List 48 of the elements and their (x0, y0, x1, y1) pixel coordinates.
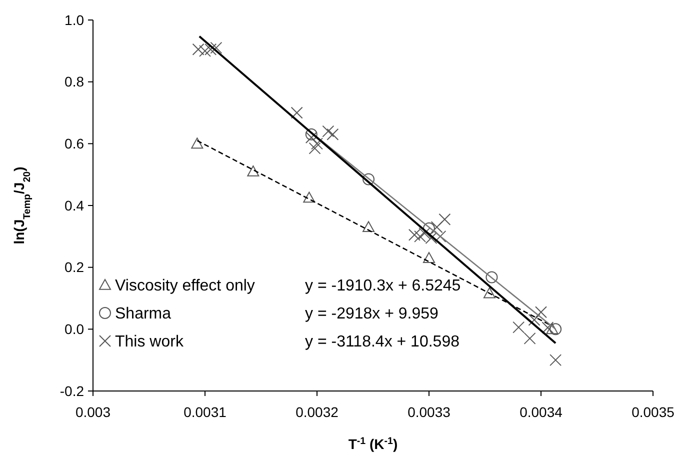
annotation: y = -3118.4x + 10.598 (305, 334, 460, 351)
point (550, 354, 562, 366)
legend-label: Viscosity effect only (115, 278, 255, 295)
annotation: y = -1910.3x + 6.5245 (305, 278, 461, 295)
point (305, 128, 318, 140)
point (210, 42, 222, 54)
y-tick-label: 0.0 (64, 321, 84, 338)
point (546, 323, 558, 334)
legend-label: Sharma (115, 306, 172, 323)
point (535, 306, 547, 318)
point (528, 314, 540, 326)
point (423, 222, 435, 234)
point (303, 192, 316, 203)
x-tick-label: 0.0033 (408, 404, 451, 420)
y-tick-label: 0.8 (64, 74, 84, 90)
point (362, 173, 375, 186)
point (199, 44, 211, 57)
legend-label: This work (115, 334, 184, 351)
point (362, 221, 375, 232)
x-tick-label: 0.003 (75, 404, 111, 420)
x-tick-label: 0.0034 (520, 404, 563, 420)
point (423, 252, 435, 263)
point (305, 131, 318, 144)
point (430, 221, 443, 234)
point (550, 323, 562, 336)
point (524, 332, 536, 344)
point (486, 271, 498, 284)
point (191, 138, 204, 149)
x-tick-label: 0.0032 (296, 404, 339, 420)
y-tick-label: 0.2 (64, 259, 84, 276)
point (322, 125, 334, 138)
point (308, 142, 321, 154)
y-tick-label: 1.0 (64, 12, 84, 28)
x-axis-title: T$^{-1}$ (K$^{-1}$) (348, 436, 398, 452)
annotation: y = -2918x + 9.959 (305, 306, 439, 323)
x-tick-label: 0.0031 (184, 404, 227, 420)
point (311, 138, 323, 150)
x-tick-label: 0.0035 (632, 404, 675, 420)
point (290, 106, 303, 119)
point (438, 213, 451, 226)
y-tick-label: 0.4 (64, 197, 84, 214)
point (512, 321, 525, 334)
point (247, 165, 260, 176)
point (542, 322, 554, 334)
y-tick-label: 0.6 (64, 136, 84, 152)
point (483, 287, 496, 298)
point (326, 128, 339, 140)
y-tick-label: -0.2 (60, 382, 84, 399)
